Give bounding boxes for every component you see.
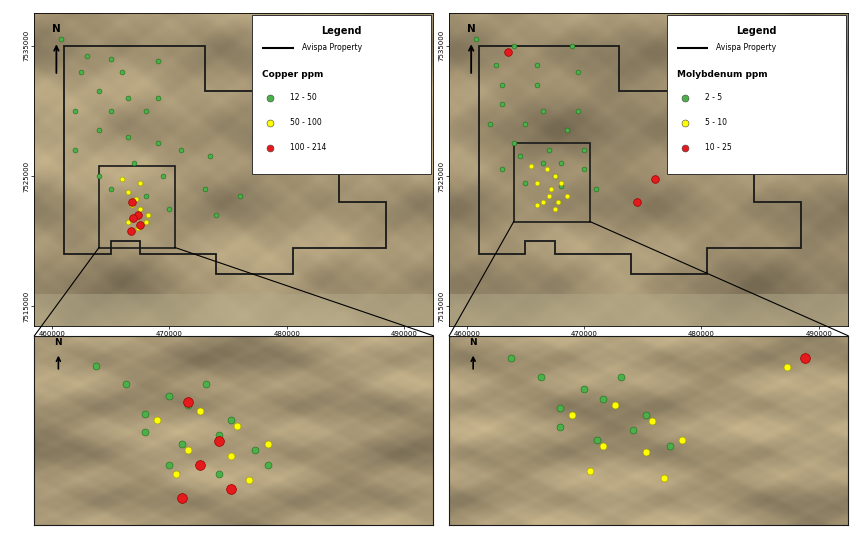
- Bar: [99, 166, 175, 248]
- Text: N: N: [54, 338, 62, 347]
- Text: 12 - 50: 12 - 50: [289, 93, 317, 102]
- FancyBboxPatch shape: [251, 15, 431, 174]
- FancyBboxPatch shape: [666, 15, 846, 174]
- Text: Legend: Legend: [321, 26, 362, 36]
- Text: 10 - 25: 10 - 25: [704, 143, 731, 152]
- Text: 5 - 10: 5 - 10: [704, 118, 727, 127]
- Bar: [449, 294, 848, 326]
- Text: Copper ppm: Copper ppm: [262, 69, 323, 78]
- Text: 50 - 100: 50 - 100: [289, 118, 321, 127]
- Text: 100 - 214: 100 - 214: [289, 143, 326, 152]
- Text: Avispa Property: Avispa Property: [716, 43, 777, 52]
- Bar: [514, 143, 590, 222]
- Text: N: N: [467, 23, 475, 34]
- Text: 2 - 5: 2 - 5: [704, 93, 722, 102]
- Bar: [34, 294, 433, 326]
- Text: N: N: [52, 23, 61, 34]
- Text: Molybdenum ppm: Molybdenum ppm: [677, 69, 767, 78]
- Text: Legend: Legend: [736, 26, 777, 36]
- Text: Avispa Property: Avispa Property: [301, 43, 362, 52]
- Text: N: N: [469, 338, 477, 347]
